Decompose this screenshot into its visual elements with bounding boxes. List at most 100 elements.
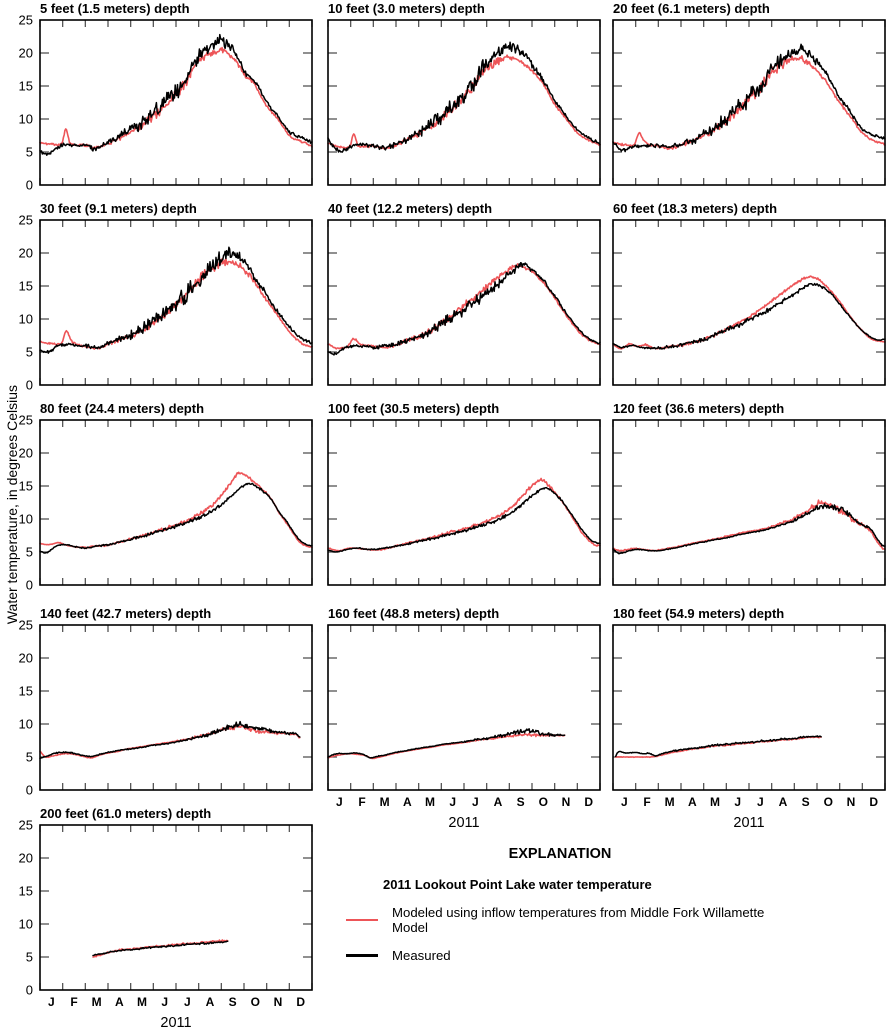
svg-text:25: 25 (19, 618, 33, 633)
panel-30ft: 30 feet (9.1 meters) depth 0 5 10 15 20 25 (0, 200, 315, 430)
svg-text:J: J (336, 795, 343, 809)
plot-frame (612, 19, 886, 186)
svg-text:20: 20 (19, 851, 33, 866)
axis-ticks (39, 220, 313, 385)
legend-item-measured: Measured (346, 948, 800, 963)
svg-text:O: O (251, 995, 260, 1009)
svg-text:10: 10 (19, 917, 33, 932)
panel-title: 80 feet (24.4 meters) depth (40, 401, 204, 416)
panel-200ft: 200 feet (61.0 meters) depth 0 5 10 15 20 25 J F… (0, 805, 315, 1034)
svg-text:F: F (358, 795, 365, 809)
axis-ticks (39, 20, 313, 185)
svg-text:N: N (562, 795, 571, 809)
svg-text:5: 5 (26, 345, 33, 360)
svg-text:A: A (206, 995, 215, 1009)
svg-text:A: A (688, 795, 697, 809)
svg-text:20: 20 (19, 651, 33, 666)
panel-60ft: 60 feet (18.3 meters) depth (573, 200, 888, 430)
axis-ticks (612, 220, 886, 385)
plot-frame (612, 419, 886, 586)
y-tick-labels: 0 5 10 15 20 25 (19, 618, 33, 798)
svg-text:25: 25 (19, 818, 33, 833)
svg-text:J: J (449, 795, 456, 809)
svg-text:S: S (229, 995, 237, 1009)
svg-text:0: 0 (26, 783, 33, 798)
modeled-line (327, 477, 601, 552)
measured-line (614, 735, 822, 758)
panel-title: 20 feet (6.1 meters) depth (613, 1, 770, 16)
plot-frame (612, 219, 886, 386)
svg-text:J: J (472, 795, 479, 809)
plot-frame (327, 219, 601, 386)
panel-20ft: 20 feet (6.1 meters) depth (573, 0, 888, 230)
svg-text:15: 15 (19, 279, 33, 294)
modeled-line (612, 55, 886, 151)
panel-40ft: 40 feet (12.2 meters) depth (288, 200, 603, 430)
axis-ticks (612, 420, 886, 585)
svg-text:20: 20 (19, 46, 33, 61)
y-tick-labels: 0 5 10 15 20 25 (19, 13, 33, 193)
modeled-line (39, 46, 313, 149)
svg-text:F: F (643, 795, 650, 809)
panel-plot-80ft: 80 feet (24.4 meters) depth 0 5 10 15 20 25 (19, 401, 313, 593)
svg-text:M: M (710, 795, 720, 809)
modeled-line-sample (346, 918, 378, 922)
panel-title: 180 feet (54.9 meters) depth (613, 606, 784, 621)
svg-text:S: S (802, 795, 810, 809)
panel-title: 160 feet (48.8 meters) depth (328, 606, 499, 621)
svg-text:5: 5 (26, 950, 33, 965)
panel-title: 200 feet (61.0 meters) depth (40, 806, 211, 821)
measured-line (39, 482, 313, 554)
svg-text:15: 15 (19, 79, 33, 94)
measured-line (92, 940, 229, 957)
svg-text:J: J (757, 795, 764, 809)
svg-text:0: 0 (26, 578, 33, 593)
axis-ticks (327, 625, 601, 790)
svg-text:10: 10 (19, 112, 33, 127)
svg-text:J: J (161, 995, 168, 1009)
axis-ticks (612, 625, 886, 790)
measured-line (612, 503, 886, 555)
modeled-line (612, 275, 886, 350)
svg-text:10: 10 (19, 312, 33, 327)
panel-140ft: 140 feet (42.7 meters) depth 0 5 10 15 20 25 (0, 605, 315, 835)
y-tick-labels: 0 5 10 15 20 25 (19, 818, 33, 998)
svg-text:M: M (665, 795, 675, 809)
modeled-line (612, 499, 886, 552)
panel-title: 40 feet (12.2 meters) depth (328, 201, 492, 216)
x-axis-year-label: 2011 (448, 815, 479, 831)
measured-line (39, 720, 301, 760)
plot-frame (612, 624, 886, 791)
svg-text:J: J (734, 795, 741, 809)
svg-text:25: 25 (19, 213, 33, 228)
legend-heading: EXPLANATION (508, 846, 612, 862)
panel-160ft: 160 feet (48.8 meters) depth J F M A M J J A S O N D… (288, 605, 603, 835)
svg-text:O: O (824, 795, 833, 809)
plot-frame (39, 624, 313, 791)
svg-text:A: A (403, 795, 412, 809)
panel-plot-120ft: 120 feet (36.6 meters) depth (612, 401, 886, 586)
svg-text:15: 15 (19, 884, 33, 899)
svg-text:15: 15 (19, 684, 33, 699)
svg-text:0: 0 (26, 378, 33, 393)
legend-group-title: 2011 Lookout Point Lake water temperatur… (383, 877, 652, 892)
plot-frame (327, 624, 601, 791)
x-axis-year-label: 2011 (160, 1015, 191, 1031)
svg-text:M: M (92, 995, 102, 1009)
svg-text:5: 5 (26, 750, 33, 765)
svg-text:25: 25 (19, 13, 33, 28)
svg-text:20: 20 (19, 446, 33, 461)
modeled-line (39, 257, 313, 350)
measured-line (327, 728, 566, 759)
plot-frame (39, 19, 313, 186)
svg-text:M: M (380, 795, 390, 809)
svg-text:10: 10 (19, 512, 33, 527)
svg-text:10: 10 (19, 717, 33, 732)
panel-plot-5ft: 5 feet (1.5 meters) depth 0 5 10 15 20 25 (19, 1, 313, 193)
plot-frame (39, 824, 313, 991)
axis-ticks (39, 420, 313, 585)
svg-text:J: J (48, 995, 55, 1009)
